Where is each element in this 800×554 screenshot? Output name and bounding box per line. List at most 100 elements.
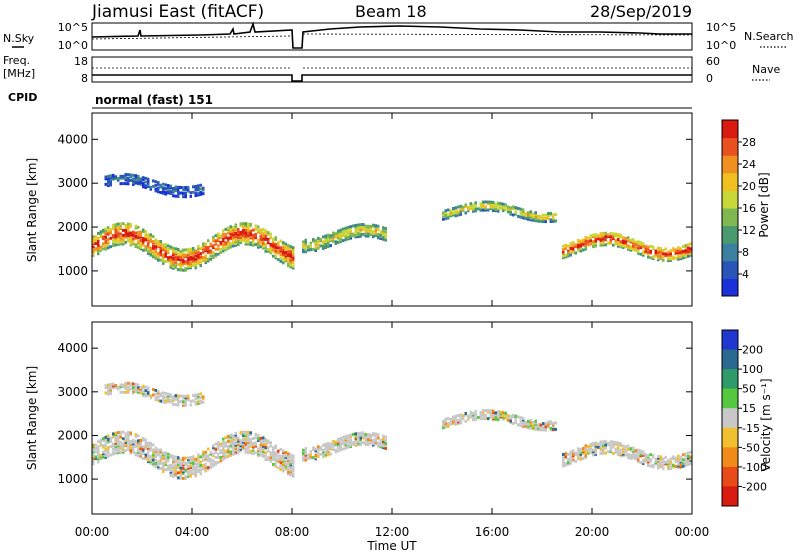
velocity-cell: [127, 389, 130, 393]
cpid-label: CPID: [8, 91, 37, 104]
power-cell: [287, 252, 290, 256]
power-cell: [214, 239, 217, 243]
power-cell: [317, 246, 320, 250]
power-cell: [374, 224, 377, 228]
velocity-cell: [344, 443, 347, 447]
velocity-cell: [639, 449, 642, 453]
power-cell: [292, 261, 295, 265]
power-cell: [634, 242, 637, 246]
velocity-cell: [577, 455, 580, 459]
colorbar-tick-label: 15: [742, 402, 756, 415]
velocity-cell: [94, 447, 97, 451]
power-cell: [124, 234, 127, 238]
velocity-cell: [502, 417, 505, 421]
power-cell: [242, 237, 245, 241]
velocity-cell: [212, 444, 215, 448]
power-cell: [242, 225, 245, 229]
power-cell: [157, 240, 160, 244]
velocity-cell: [287, 472, 290, 476]
power-cell: [247, 242, 250, 246]
power-cell: [302, 250, 305, 254]
velocity-cell: [202, 450, 205, 454]
velocity-cell: [454, 422, 457, 426]
power-cell: [97, 238, 100, 242]
velocity-cell: [517, 423, 520, 427]
power-cell: [214, 254, 217, 258]
power-cell: [522, 209, 525, 213]
power-cell: [619, 243, 622, 247]
velocity-cell: [602, 450, 605, 454]
nsearch-tick-top: 10^5: [706, 21, 736, 34]
velocity-cell: [247, 442, 250, 446]
velocity-cell: [247, 447, 250, 451]
velocity-cell: [542, 426, 545, 430]
velocity-cell: [97, 445, 100, 449]
power-cell: [332, 239, 335, 243]
velocity-cell: [179, 458, 182, 462]
power-cell: [324, 234, 327, 238]
velocity-cell: [172, 474, 175, 478]
velocity-cell: [259, 443, 262, 447]
velocity-cell: [552, 428, 555, 432]
velocity-cell: [127, 442, 130, 446]
velocity-cell: [379, 438, 382, 442]
velocity-cell: [527, 421, 530, 425]
power-cell: [197, 184, 200, 188]
velocity-cell: [114, 443, 117, 447]
velocity-cell: [272, 447, 275, 451]
power-cell: [209, 257, 212, 261]
velocity-cell: [292, 469, 295, 473]
power-cell: [187, 263, 190, 267]
power-cell: [177, 185, 180, 189]
power-cell: [599, 232, 602, 236]
velocity-cell: [579, 452, 582, 456]
power-cell: [497, 209, 500, 213]
power-cell: [232, 229, 235, 233]
velocity-cell: [329, 444, 332, 448]
power-cell: [224, 232, 227, 236]
power-cell: [127, 225, 130, 229]
velocity-cell: [147, 391, 150, 395]
velocity-cell: [264, 454, 267, 458]
velocity-cell: [117, 436, 120, 440]
velocity-cell: [234, 436, 237, 440]
power-cell: [612, 235, 615, 239]
velocity-cell: [254, 451, 257, 455]
velocity-cell: [282, 451, 285, 455]
power-cell: [197, 255, 200, 259]
power-cell: [167, 259, 170, 263]
velocity-cell: [592, 443, 595, 447]
power-cell: [224, 236, 227, 240]
velocity-cell: [652, 463, 655, 467]
power-panel-frame: [91, 112, 693, 307]
power-cell: [459, 208, 462, 212]
velocity-cell: [354, 433, 357, 437]
velocity-cell: [459, 421, 462, 425]
velocity-cell: [484, 409, 487, 413]
velocity-cell: [159, 451, 162, 455]
velocity-cell: [277, 466, 280, 470]
power-cell: [642, 242, 645, 246]
power-cell: [624, 241, 627, 245]
power-cell: [99, 248, 102, 252]
velocity-cell: [602, 440, 605, 444]
power-cell: [454, 212, 457, 216]
velocity-cell: [159, 450, 162, 454]
velocity-cell: [337, 444, 340, 448]
velocity-cell: [357, 436, 360, 440]
power-cell: [262, 243, 265, 247]
power-cell: [682, 253, 685, 257]
velocity-cell: [139, 385, 142, 389]
power-cell: [357, 223, 360, 227]
power-cell: [272, 239, 275, 243]
velocity-cell: [669, 460, 672, 464]
velocity-cell: [272, 462, 275, 466]
power-cell: [229, 243, 232, 247]
power-cell: [197, 260, 200, 264]
velocity-cell: [192, 455, 195, 459]
velocity-cell: [547, 420, 550, 424]
velocity-cell: [109, 440, 112, 444]
power-cell: [594, 239, 597, 243]
velocity-cell: [107, 392, 110, 396]
velocity-cell: [329, 445, 332, 449]
